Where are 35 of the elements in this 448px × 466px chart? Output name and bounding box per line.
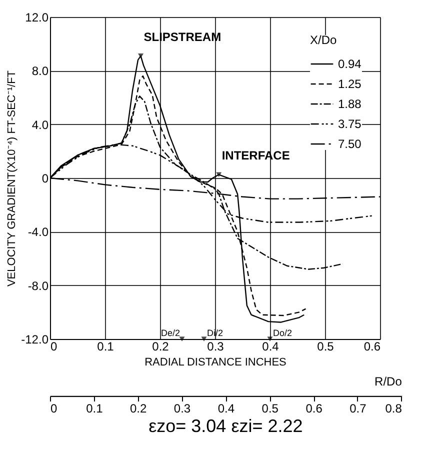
x-tick-label: 0.6 <box>364 340 381 354</box>
y-tick-label: -4.0 <box>28 225 49 240</box>
legend-label: 3.75 <box>338 117 362 131</box>
legend-label: 0.94 <box>338 57 362 71</box>
annotation: Do/2 <box>273 328 292 338</box>
x-tick-label: 0.4 <box>262 340 280 354</box>
x2-tick-label: 0 <box>50 402 58 416</box>
legend-label: 1.88 <box>338 97 362 111</box>
legend-label: 1.25 <box>338 77 362 91</box>
x2-tick-label: 0.8 <box>385 402 402 416</box>
y-axis-title: VELOCITY GRADIENT(X10⁻⁴) FT-SEC⁻¹/FT <box>6 70 18 287</box>
x2-tick-label: 0.7 <box>350 402 367 416</box>
x2-tick-label: 0.1 <box>86 402 104 416</box>
x2-tick-label: 0.2 <box>130 402 148 416</box>
y-tick-label: 0 <box>42 172 49 186</box>
annotation: De/2 <box>160 328 180 338</box>
y-tick-label: 12.0 <box>25 10 49 24</box>
x-axis-title: RADIAL DISTANCE INCHES <box>144 356 286 368</box>
x-tick-label: 0 <box>50 340 58 354</box>
legend-label: 7.50 <box>338 137 362 151</box>
x-tick-label: 0.5 <box>317 340 334 354</box>
legend-title: X/Do <box>310 33 338 47</box>
text: εzo= 3.04 εzi= 2.22 <box>148 416 303 436</box>
x-tick-label: 0.2 <box>152 340 170 354</box>
x2-tick-label: 0.3 <box>174 402 191 416</box>
x2-axis-title: R/Do <box>374 374 402 388</box>
y-tick-label: -12.0 <box>21 332 49 346</box>
x2-tick-label: 0.5 <box>262 402 279 416</box>
y-tick-label: 4.0 <box>32 118 49 132</box>
x-tick-label: 0.1 <box>97 340 114 354</box>
x2-tick-label: 0.6 <box>306 402 323 416</box>
y-tick-label: 8.0 <box>32 64 49 78</box>
x-tick-label: 0.3 <box>207 340 224 354</box>
x2-tick-label: 0.4 <box>218 402 235 416</box>
y-tick-label: -8.0 <box>28 278 49 293</box>
